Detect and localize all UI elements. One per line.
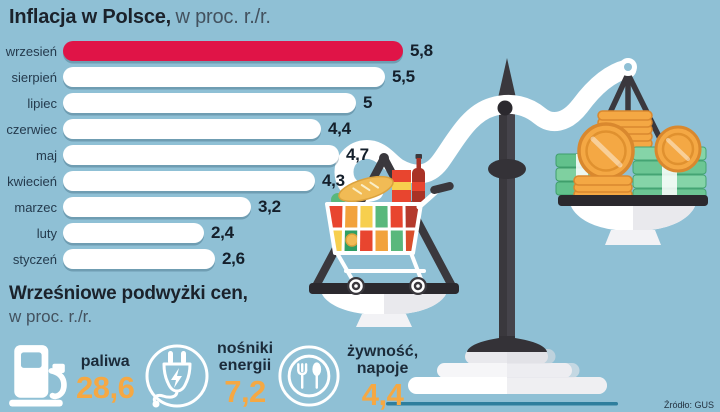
page-title: Inflacja w Polsce, w proc. r./r.: [9, 6, 271, 29]
power-plug-icon: [145, 344, 209, 408]
bar-row: lipiec 5: [0, 90, 433, 116]
month-label: kwiecień: [7, 173, 57, 189]
bar-row: styczeń 2,6: [0, 246, 433, 272]
title-unit: w proc. r./r.: [175, 6, 271, 28]
value-bar: [63, 67, 385, 87]
bar-row: wrzesień 5,8: [0, 38, 433, 64]
banknotes-icon: [632, 146, 707, 203]
banknotes-icon: [555, 153, 609, 196]
title-main: Inflacja w Polsce,: [9, 6, 172, 28]
value-bar: [63, 119, 321, 139]
bar-row: sierpień 5,5: [0, 64, 433, 90]
stat-label: nośniki: [217, 340, 274, 357]
stat-value: 4,4: [361, 377, 404, 412]
bar-row: marzec 3,2: [0, 194, 433, 220]
coin-stack-icon: [573, 175, 633, 200]
coin-icon: [577, 122, 635, 180]
stat-label: paliwa: [80, 353, 130, 370]
month-label: luty: [36, 225, 57, 241]
stat-label: energii: [218, 357, 272, 374]
coin-stack-icon: [597, 110, 653, 149]
month-label: marzec: [14, 199, 57, 215]
value-bar: [63, 93, 356, 113]
pivot-dot: [497, 100, 513, 116]
money-pan: [555, 58, 708, 245]
ground-line: [386, 402, 618, 406]
month-label: sierpień: [11, 69, 57, 85]
stat-value: 28,6: [76, 370, 135, 405]
value-label: 2,6: [222, 249, 245, 268]
value-bar: [63, 197, 251, 217]
month-label: styczeń: [12, 251, 57, 267]
value-label: 5,8: [410, 41, 433, 60]
value-bar: [63, 41, 403, 61]
stat-value: 7,2: [224, 374, 266, 409]
coin-icon: [654, 125, 702, 173]
scale-pole: [467, 58, 547, 352]
stat-food: żywność, napoje 4,4: [277, 343, 418, 410]
month-label: czerwiec: [6, 121, 57, 137]
value-bar: [63, 145, 339, 165]
inflation-bar-chart: wrzesień 5,8 sierpień 5,5 lipiec 5 czerwiec 4,4…: [0, 38, 433, 272]
section-subheading: w proc. r./r.: [9, 307, 93, 326]
september-section: Wrześniowe podwyżki cen, w proc. r./r.: [9, 283, 248, 327]
fuel-pump-icon: [9, 345, 67, 407]
value-label: 2,4: [211, 223, 234, 242]
cutlery-plate-icon: [278, 345, 340, 407]
cart-wheel-icon: [409, 277, 427, 295]
value-label: 4,3: [322, 171, 345, 190]
value-label: 3,2: [258, 197, 281, 216]
value-bar: [63, 249, 215, 269]
source-credit: Źródło: GUS: [663, 400, 714, 410]
value-bar: [63, 171, 315, 191]
stat-label: napoje: [356, 360, 409, 377]
bar-row: luty 2,4: [0, 220, 433, 246]
value-label: 4,7: [346, 145, 369, 164]
stat-fuel: paliwa 28,6: [6, 341, 135, 407]
section-heading: Wrześniowe podwyżki cen,: [9, 283, 248, 304]
value-bar: [63, 223, 204, 243]
month-label: maj: [36, 147, 57, 163]
value-label: 5: [363, 93, 373, 112]
stat-label: żywność,: [347, 343, 419, 360]
stat-energy: nośniki energii 7,2: [143, 340, 273, 412]
bar-row: czerwiec 4,4: [0, 116, 433, 142]
month-label: wrzesień: [5, 43, 57, 59]
value-label: 4,4: [328, 119, 351, 138]
scale-base: [408, 349, 607, 394]
month-label: lipiec: [27, 95, 57, 111]
bar-row: kwiecień 4,3: [0, 168, 433, 194]
value-label: 5,5: [392, 67, 415, 86]
bar-row: maj 4,7: [0, 142, 433, 168]
cart-wheel-icon: [347, 277, 365, 295]
